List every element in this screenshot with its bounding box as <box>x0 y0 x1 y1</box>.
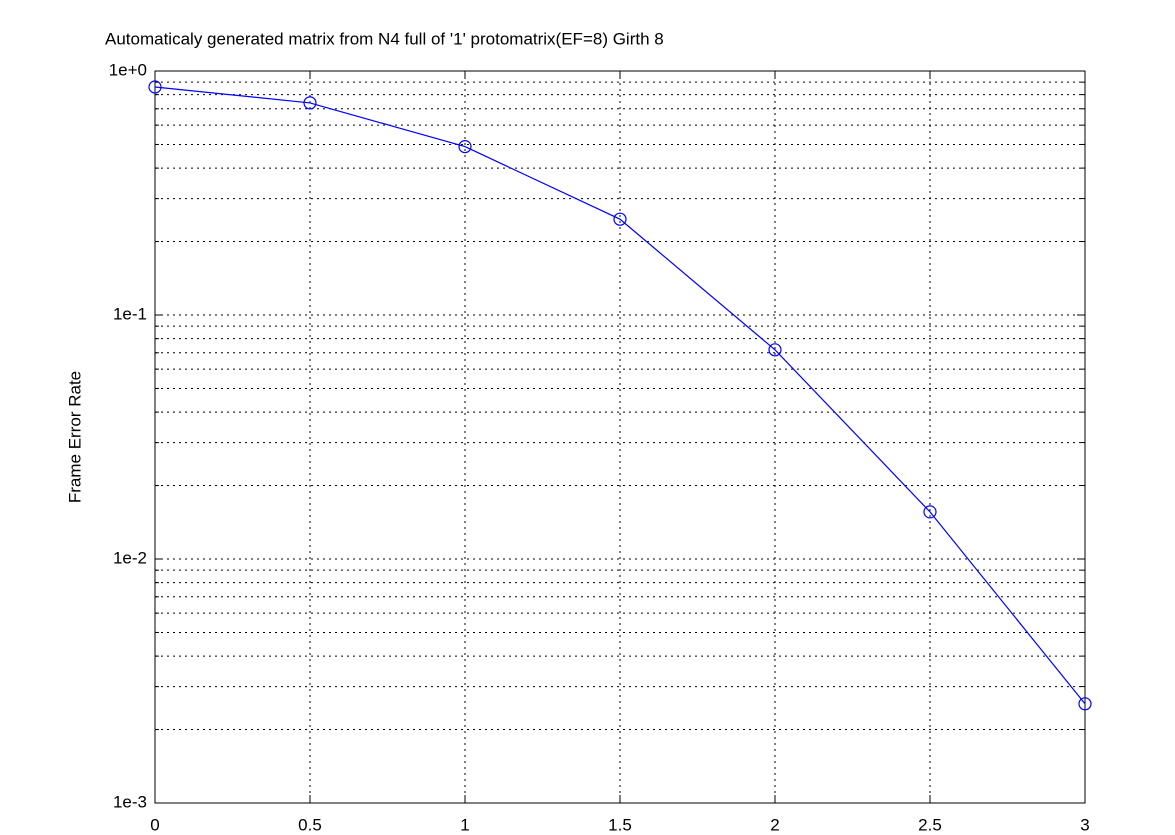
chart-title: Automaticaly generated matrix from N4 fu… <box>105 29 664 48</box>
data-point <box>148 80 162 94</box>
x-tick-label: 1 <box>460 815 469 834</box>
x-tick-label: 0 <box>150 815 159 834</box>
y-tick-label: 1e+0 <box>109 60 147 79</box>
y-axis-label: Frame Error Rate <box>65 371 84 503</box>
data-point <box>923 505 937 519</box>
y-tick-label: 1e-3 <box>113 792 147 811</box>
data-point <box>613 212 627 226</box>
series-line <box>154 86 1086 705</box>
x-tick-label: 2 <box>770 815 779 834</box>
x-tick-label: 1.5 <box>608 815 632 834</box>
data-point <box>458 139 472 154</box>
x-tick-label: 0.5 <box>298 815 322 834</box>
y-tick-label: 1e-1 <box>113 304 147 323</box>
y-tick-label: 1e-2 <box>113 548 147 567</box>
x-tick-label: 3 <box>1080 815 1089 834</box>
plot-frame <box>154 70 1086 804</box>
data-point <box>768 343 782 357</box>
data-point <box>1078 697 1092 711</box>
data-point <box>303 96 317 110</box>
x-tick-label: 2.5 <box>918 815 942 834</box>
